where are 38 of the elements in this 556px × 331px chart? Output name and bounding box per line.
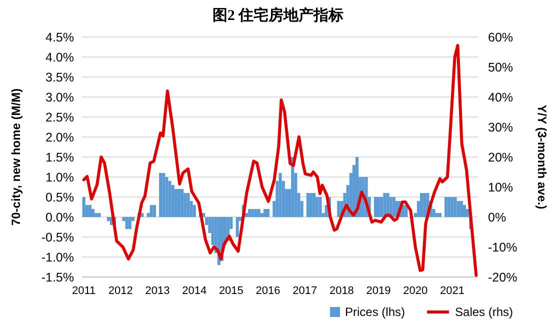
- y-tick-label: 2.5%: [46, 110, 74, 124]
- x-tick-label: 2019: [366, 285, 391, 297]
- x-tick-label: 2017: [292, 285, 318, 297]
- x-tick-label: 2012: [108, 285, 133, 297]
- y-tick-label: 2.0%: [46, 130, 74, 144]
- x-tick-label: 2016: [256, 285, 280, 297]
- y2-tick-label: -20%: [488, 270, 518, 284]
- y-tick-label: 3.0%: [46, 90, 74, 104]
- x-tick-label: 2014: [182, 285, 207, 297]
- y-tick-label: 4.0%: [46, 50, 74, 64]
- legend-label: Prices (lhs): [345, 305, 406, 319]
- x-tick-label: 2015: [218, 285, 244, 297]
- y-tick-label: -1.0%: [41, 250, 74, 264]
- y2-axis-title: Y/Y (3-month ave.): [535, 104, 549, 210]
- y2-tick-label: 10%: [488, 180, 514, 194]
- y-tick-label: 0.0%: [46, 210, 74, 224]
- y-tick-label: 4.5%: [46, 30, 74, 44]
- y2-tick-label: 30%: [488, 120, 514, 134]
- y2-tick-label: -10%: [488, 240, 518, 254]
- x-tick-label: 2011: [72, 285, 96, 297]
- x-tick-label: 2020: [403, 285, 428, 297]
- y-tick-label: -1.5%: [41, 270, 74, 284]
- y2-tick-label: 60%: [488, 30, 514, 44]
- y2-tick-label: 20%: [488, 150, 514, 164]
- y2-tick-label: 40%: [488, 90, 514, 104]
- y2-tick-label: 0%: [488, 210, 506, 224]
- legend-label: Sales (rhs): [455, 305, 514, 319]
- y-tick-label: -0.5%: [41, 230, 74, 244]
- y-tick-label: 0.5%: [46, 190, 74, 204]
- x-tick-label: 2021: [440, 285, 464, 297]
- y-tick-label: 3.5%: [46, 70, 74, 84]
- chart-title: 图2 住宅房地产指标: [212, 6, 344, 24]
- y-tick-label: 1.5%: [46, 150, 74, 164]
- y2-tick-label: 50%: [488, 60, 514, 74]
- x-tick-label: 2018: [329, 285, 354, 297]
- y-tick-label: 1.0%: [46, 170, 74, 184]
- x-tick-label: 2013: [145, 285, 170, 297]
- y-axis-title: 70-city, new home (M/M): [9, 88, 23, 226]
